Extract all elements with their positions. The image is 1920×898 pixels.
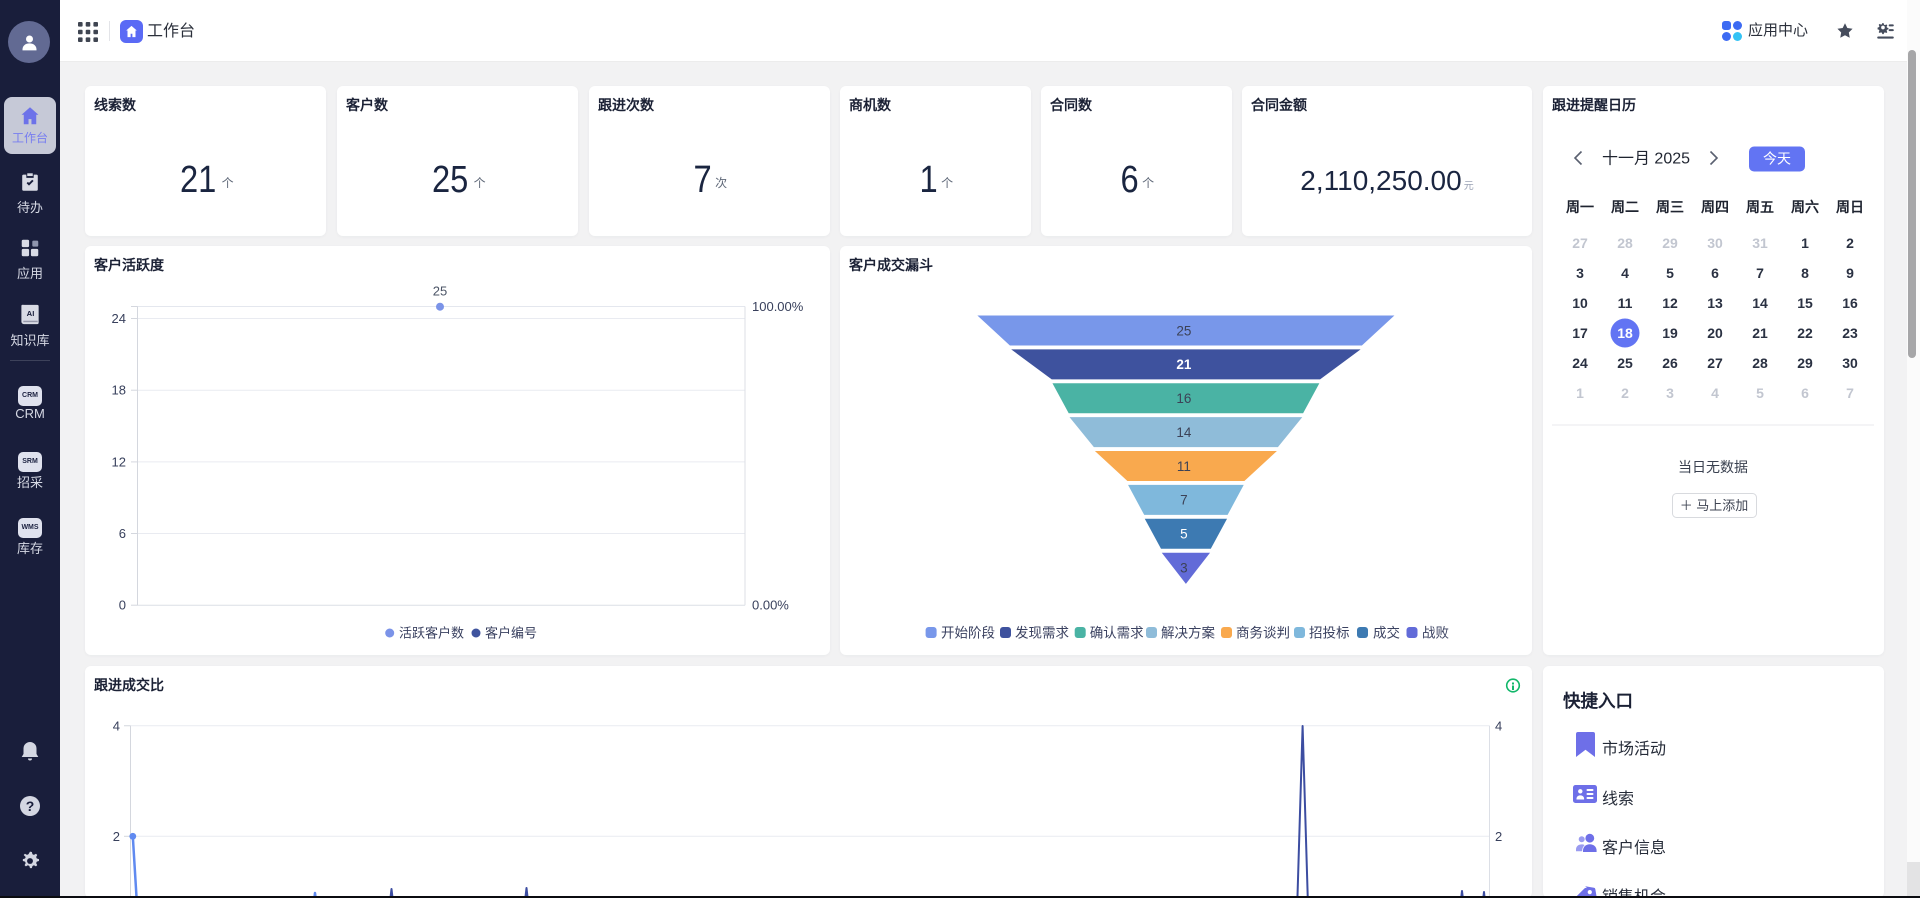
svg-text:招投标: 招投标 [1309, 626, 1350, 641]
svg-text:?: ? [26, 798, 35, 814]
svg-text:12: 12 [112, 454, 126, 469]
svg-text:16: 16 [1176, 391, 1191, 406]
svg-text:2: 2 [1495, 829, 1502, 844]
svg-text:25: 25 [1176, 323, 1191, 338]
svg-text:18: 18 [112, 383, 126, 398]
svg-text:开始阶段: 开始阶段 [941, 626, 995, 641]
svg-text:0: 0 [119, 598, 126, 613]
svg-text:24: 24 [112, 311, 126, 326]
svg-text:今天: 今天 [1763, 151, 1791, 167]
svg-text:客户编号: 客户编号 [485, 626, 537, 641]
svg-text:活跃客户数: 活跃客户数 [399, 626, 464, 641]
svg-text:周三: 周三 [1656, 199, 1684, 215]
svg-text:14: 14 [1176, 425, 1192, 440]
svg-text:商务谈判: 商务谈判 [1236, 626, 1290, 641]
svg-text:周六: 周六 [1791, 199, 1819, 215]
svg-text:6: 6 [119, 526, 126, 541]
svg-text:当日无数据: 当日无数据 [1678, 459, 1748, 475]
svg-text:周一: 周一 [1566, 199, 1594, 215]
svg-text:7: 7 [1180, 493, 1188, 508]
svg-text:周二: 周二 [1611, 199, 1639, 215]
svg-text:2: 2 [113, 829, 120, 844]
svg-text:发现需求: 发现需求 [1015, 626, 1069, 641]
svg-text:21: 21 [1176, 357, 1192, 372]
svg-text:100.00%: 100.00% [752, 299, 804, 314]
svg-text:解决方案: 解决方案 [1161, 625, 1215, 641]
svg-text:4: 4 [1495, 718, 1502, 733]
svg-text:3: 3 [1180, 561, 1188, 576]
svg-text:周四: 周四 [1701, 199, 1729, 215]
svg-text:AI: AI [26, 309, 34, 318]
svg-text:周日: 周日 [1836, 199, 1864, 215]
svg-text:4: 4 [113, 718, 120, 733]
svg-text:周五: 周五 [1746, 199, 1774, 215]
svg-text:25: 25 [433, 284, 447, 299]
svg-text:5: 5 [1180, 527, 1188, 542]
svg-text:十一月 2025: 十一月 2025 [1602, 150, 1690, 168]
svg-text:战败: 战败 [1422, 626, 1450, 641]
svg-text:11: 11 [1177, 459, 1191, 474]
svg-text:确认需求: 确认需求 [1090, 626, 1145, 641]
svg-text:0.00%: 0.00% [752, 598, 789, 613]
svg-text:成交: 成交 [1373, 625, 1400, 641]
svg-text:＋ 马上添加: ＋ 马上添加 [1680, 498, 1749, 513]
